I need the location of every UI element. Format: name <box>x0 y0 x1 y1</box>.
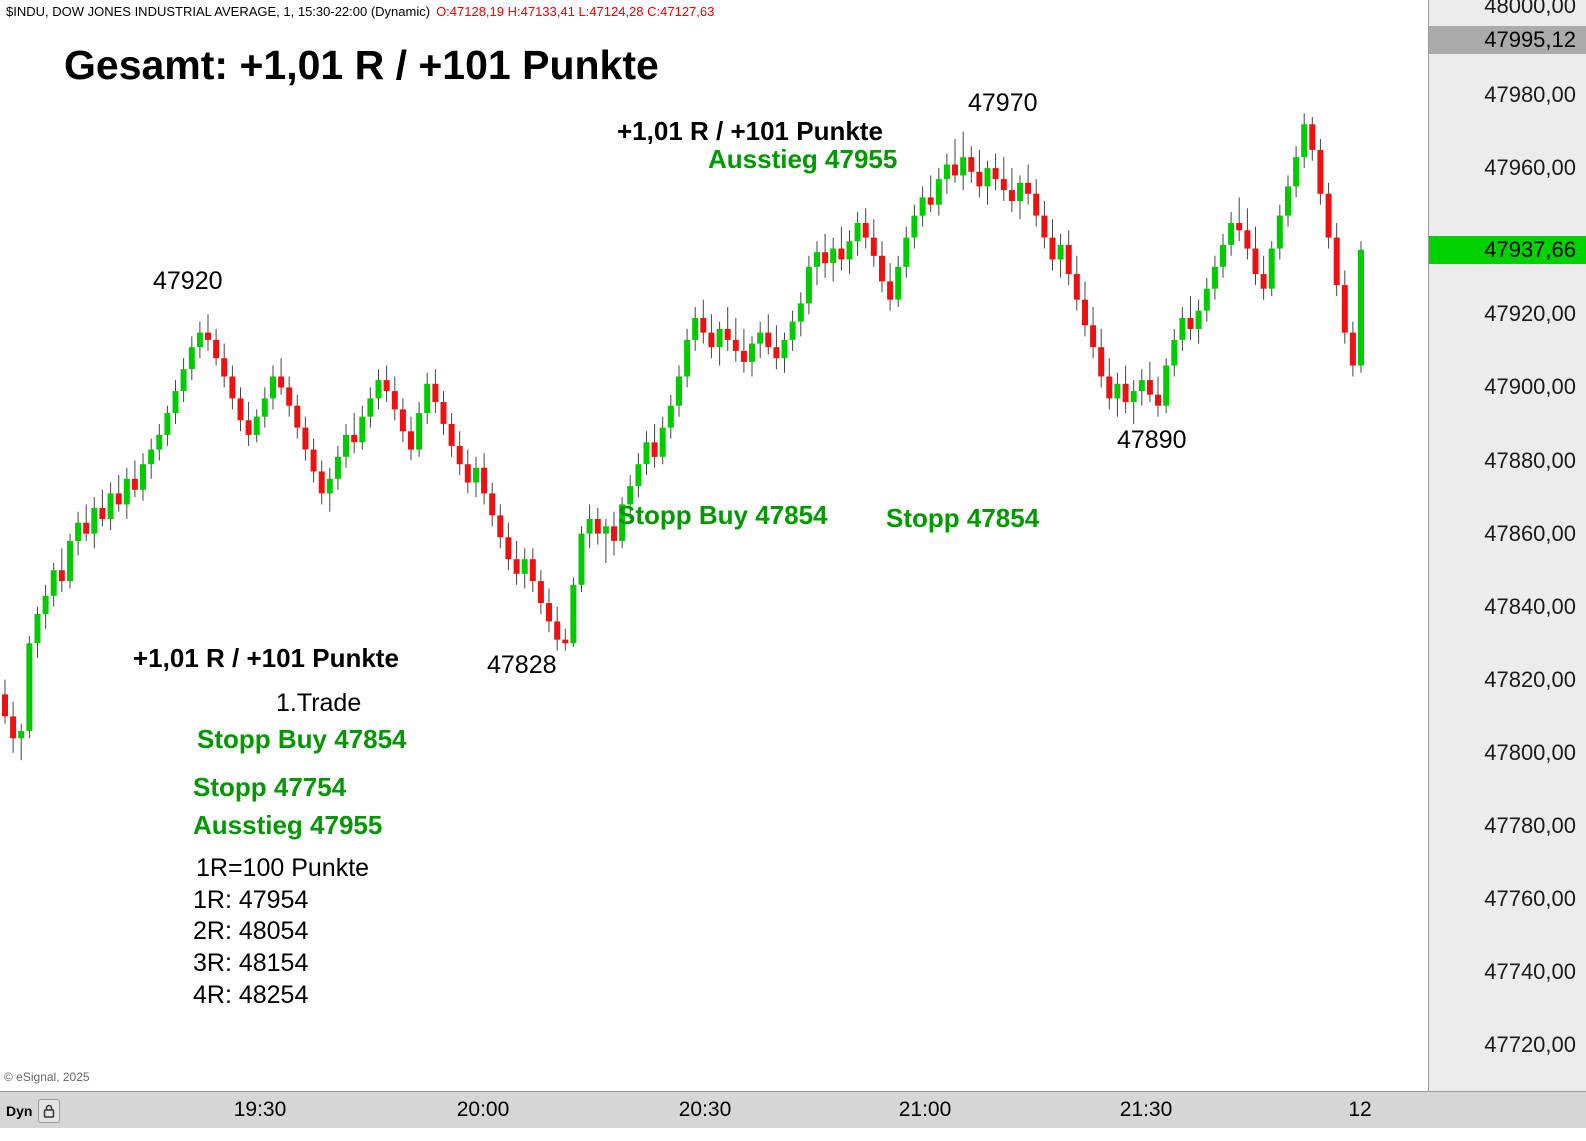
ohlc-readout: O:47128,19 H:47133,41 L:47124,28 C:47127… <box>436 4 715 19</box>
price-axis-label: 47800,00 <box>1484 739 1576 765</box>
chart-annotation[interactable]: 47970 <box>968 89 1038 117</box>
scale-lock-button[interactable] <box>38 1099 61 1123</box>
price-axis-label: 47720,00 <box>1484 1032 1576 1058</box>
annotation-layer: Gesamt: +1,01 R / +101 Punkte 47920 +1,01 … <box>64 42 1187 1009</box>
chart-annotation[interactable]: 3R: 48154 <box>193 949 309 977</box>
scale-mode-controls: Dyn <box>6 1099 61 1123</box>
time-axis-label: 21:00 <box>898 1098 952 1121</box>
chart-annotation[interactable]: 47828 <box>487 651 557 679</box>
chart-annotation[interactable]: Stopp Buy 47854 <box>618 500 828 530</box>
chart-annotation[interactable]: 47890 <box>1117 426 1187 454</box>
symbol-info-bar: $INDU, DOW JONES INDUSTRIAL AVERAGE, 1, … <box>6 4 714 19</box>
price-axis-label: 47920,00 <box>1484 301 1576 327</box>
price-axis-label: 47820,00 <box>1484 666 1576 692</box>
chart-annotation[interactable]: 1.Trade <box>276 689 362 717</box>
price-axis-label: 47840,00 <box>1484 593 1576 619</box>
chart-annotation[interactable]: Stopp Buy 47854 <box>197 724 407 754</box>
chart-annotation[interactable]: +1,01 R / +101 Punkte <box>133 643 399 673</box>
time-axis-label: 20:00 <box>456 1098 510 1121</box>
dyn-scale-label[interactable]: Dyn <box>6 1103 33 1119</box>
price-axis-label: 47880,00 <box>1484 447 1576 473</box>
price-axis[interactable]: 48000,00 47980,00 47960,00 47920,00 47900,00… <box>1428 0 1586 1091</box>
price-axis-label: 47860,00 <box>1484 520 1576 546</box>
price-axis-label: 48000,00 <box>1484 0 1576 18</box>
chart-annotation[interactable]: Stopp 47854 <box>886 503 1040 533</box>
chart-annotation[interactable]: 1R=100 Punkte <box>196 854 370 882</box>
price-axis-label: 47780,00 <box>1484 813 1576 839</box>
lock-icon <box>44 1104 55 1118</box>
chart-annotation[interactable]: 4R: 48254 <box>193 981 309 1009</box>
chart-annotation[interactable]: Ausstieg 47955 <box>193 810 383 840</box>
chart-title-annotation[interactable]: Gesamt: +1,01 R / +101 Punkte <box>64 42 659 88</box>
chart-annotation[interactable]: 2R: 48054 <box>193 917 309 945</box>
chart-annotation[interactable]: Stopp 47754 <box>193 772 347 802</box>
chart-annotation[interactable]: 1R: 47954 <box>193 886 309 914</box>
last-price-box: 47937,66 <box>1429 235 1586 264</box>
price-axis-label: 47760,00 <box>1484 886 1576 912</box>
time-axis-label: 19:30 <box>233 1098 287 1121</box>
copyright-notice: © eSignal, 2025 <box>4 1070 90 1084</box>
chart-annotation[interactable]: +1,01 R / +101 Punkte <box>617 116 883 146</box>
price-axis-label: 47740,00 <box>1484 959 1576 985</box>
time-axis-label: 12 <box>1348 1098 1372 1121</box>
symbol-info-text: $INDU, DOW JONES INDUSTRIAL AVERAGE, 1, … <box>6 4 431 19</box>
candlestick-chart[interactable] <box>0 0 1428 1091</box>
time-axis-label: 21:30 <box>1119 1098 1173 1121</box>
price-axis-label: 47980,00 <box>1484 82 1576 108</box>
chart-annotation[interactable]: 47920 <box>153 267 223 295</box>
time-axis-label: 20:30 <box>678 1098 732 1121</box>
time-axis[interactable]: Dyn 19:30 20:00 20:30 21:00 21:30 12 <box>0 1091 1586 1128</box>
marker-price-box: 47995,12 <box>1429 25 1586 54</box>
chart-annotation[interactable]: Ausstieg 47955 <box>708 144 898 174</box>
price-axis-label: 47900,00 <box>1484 374 1576 400</box>
price-axis-label: 47960,00 <box>1484 155 1576 181</box>
